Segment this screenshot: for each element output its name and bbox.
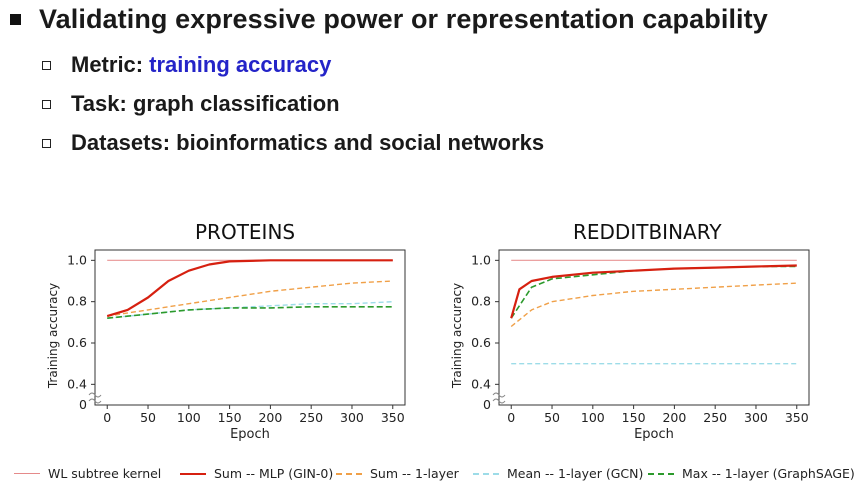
- y-tick-label: 0.8: [471, 294, 491, 309]
- x-tick-label: 100: [581, 410, 605, 425]
- x-tick-label: 250: [703, 410, 727, 425]
- y-tick-label: 0.4: [471, 376, 491, 391]
- legend-label-wl: WL subtree kernel: [48, 466, 162, 481]
- legend-swatch-max-1layer: [648, 472, 674, 475]
- x-axis-label: Epoch: [634, 427, 674, 442]
- x-tick-label: 300: [744, 410, 768, 425]
- x-tick-label: 200: [662, 410, 686, 425]
- x-tick-label: 0: [507, 410, 515, 425]
- slide-title: Validating expressive power or represent…: [39, 4, 768, 34]
- y-tick-label: 0.8: [67, 294, 87, 309]
- square-bullet-icon: [10, 14, 21, 25]
- y-tick-label: 0.6: [67, 335, 87, 350]
- hollow-square-bullet-icon: [42, 60, 51, 70]
- legend-item-max-1layer: Max -- 1-layer (GraphSAGE): [648, 466, 855, 481]
- bullet-task: Task: graph classification: [42, 91, 340, 117]
- plot-frame: [94, 249, 406, 406]
- bullet-datasets: Datasets: bioinformatics and social netw…: [42, 130, 544, 156]
- series-line-max-1layer: [107, 305, 393, 319]
- x-tick-label: 350: [785, 410, 809, 425]
- chart-title-proteins: PROTEINS: [195, 220, 296, 244]
- y-axis-label: Training accuracy: [450, 283, 464, 389]
- legend-swatch-wl: [14, 473, 40, 474]
- x-tick-label: 0: [103, 410, 111, 425]
- y-tick-label: 0.6: [471, 335, 491, 350]
- x-tick-label: 300: [340, 410, 364, 425]
- x-axis-label: Epoch: [230, 427, 270, 442]
- x-tick-label: 50: [140, 410, 156, 425]
- x-tick-label: 150: [622, 410, 646, 425]
- y-origin-label: 0: [483, 397, 491, 412]
- hollow-square-bullet-icon: [42, 138, 51, 148]
- legend-swatch-sum-mlp: [180, 472, 206, 475]
- legend: WL subtree kernel Sum -- MLP (GIN-0) Sum…: [0, 466, 857, 492]
- bullet-metric-label: Metric:: [71, 52, 144, 77]
- proteins-chart: 0 50 100 150 200 250 300 350 0.4 0.6 0.8 1.0 0 Epoch T…: [46, 249, 406, 442]
- bullet-task-label: Task: graph classification: [71, 91, 340, 116]
- redditbinary-chart: 0 50 100 150 200 250 300 350 0.4 0.6 0.8 1.0 0 Epoch T…: [450, 249, 810, 442]
- bullet-metric-value: training accuracy: [149, 52, 332, 77]
- series-line-sum-1layer: [510, 282, 797, 328]
- y-tick-label: 1.0: [67, 252, 87, 267]
- legend-item-wl: WL subtree kernel: [14, 466, 161, 481]
- y-tick-label: 0.4: [67, 376, 87, 391]
- bullet-metric: Metric: training accuracy: [42, 52, 331, 78]
- series-line-sum-1layer: [107, 280, 393, 317]
- legend-label-mean-1layer: Mean -- 1-layer (GCN): [507, 466, 644, 481]
- legend-item-mean-1layer: Mean -- 1-layer (GCN): [473, 466, 643, 481]
- series-line-sum-mlp: [510, 264, 797, 319]
- legend-swatch-mean-1layer: [473, 472, 499, 475]
- slide-title-row: Validating expressive power or represent…: [8, 4, 768, 35]
- series-line-sum-mlp: [106, 259, 393, 318]
- legend-label-max-1layer: Max -- 1-layer (GraphSAGE): [682, 466, 855, 481]
- x-tick-label: 150: [218, 410, 242, 425]
- legend-item-sum-mlp: Sum -- MLP (GIN-0): [180, 466, 333, 481]
- x-tick-label: 350: [381, 410, 405, 425]
- hollow-square-bullet-icon: [42, 99, 51, 109]
- chart-title-redditbinary: REDDITBINARY: [573, 220, 722, 244]
- bullet-datasets-label: Datasets: bioinformatics and social netw…: [71, 130, 545, 155]
- series-line-max-1layer: [510, 265, 797, 319]
- y-axis-label: Training accuracy: [46, 283, 60, 389]
- y-origin-label: 0: [79, 397, 87, 412]
- legend-label-sum-1layer: Sum -- 1-layer: [370, 466, 459, 481]
- axis-break-icon: [88, 392, 102, 404]
- legend-item-sum-1layer: Sum -- 1-layer: [336, 466, 459, 481]
- legend-swatch-sum-1layer: [336, 472, 362, 475]
- axis-break-icon: [492, 392, 506, 404]
- plot-frame: [498, 249, 810, 406]
- x-tick-label: 100: [177, 410, 201, 425]
- x-tick-label: 250: [299, 410, 323, 425]
- x-tick-label: 200: [258, 410, 282, 425]
- y-tick-label: 1.0: [471, 252, 491, 267]
- legend-label-sum-mlp: Sum -- MLP (GIN-0): [214, 466, 334, 481]
- x-tick-label: 50: [544, 410, 560, 425]
